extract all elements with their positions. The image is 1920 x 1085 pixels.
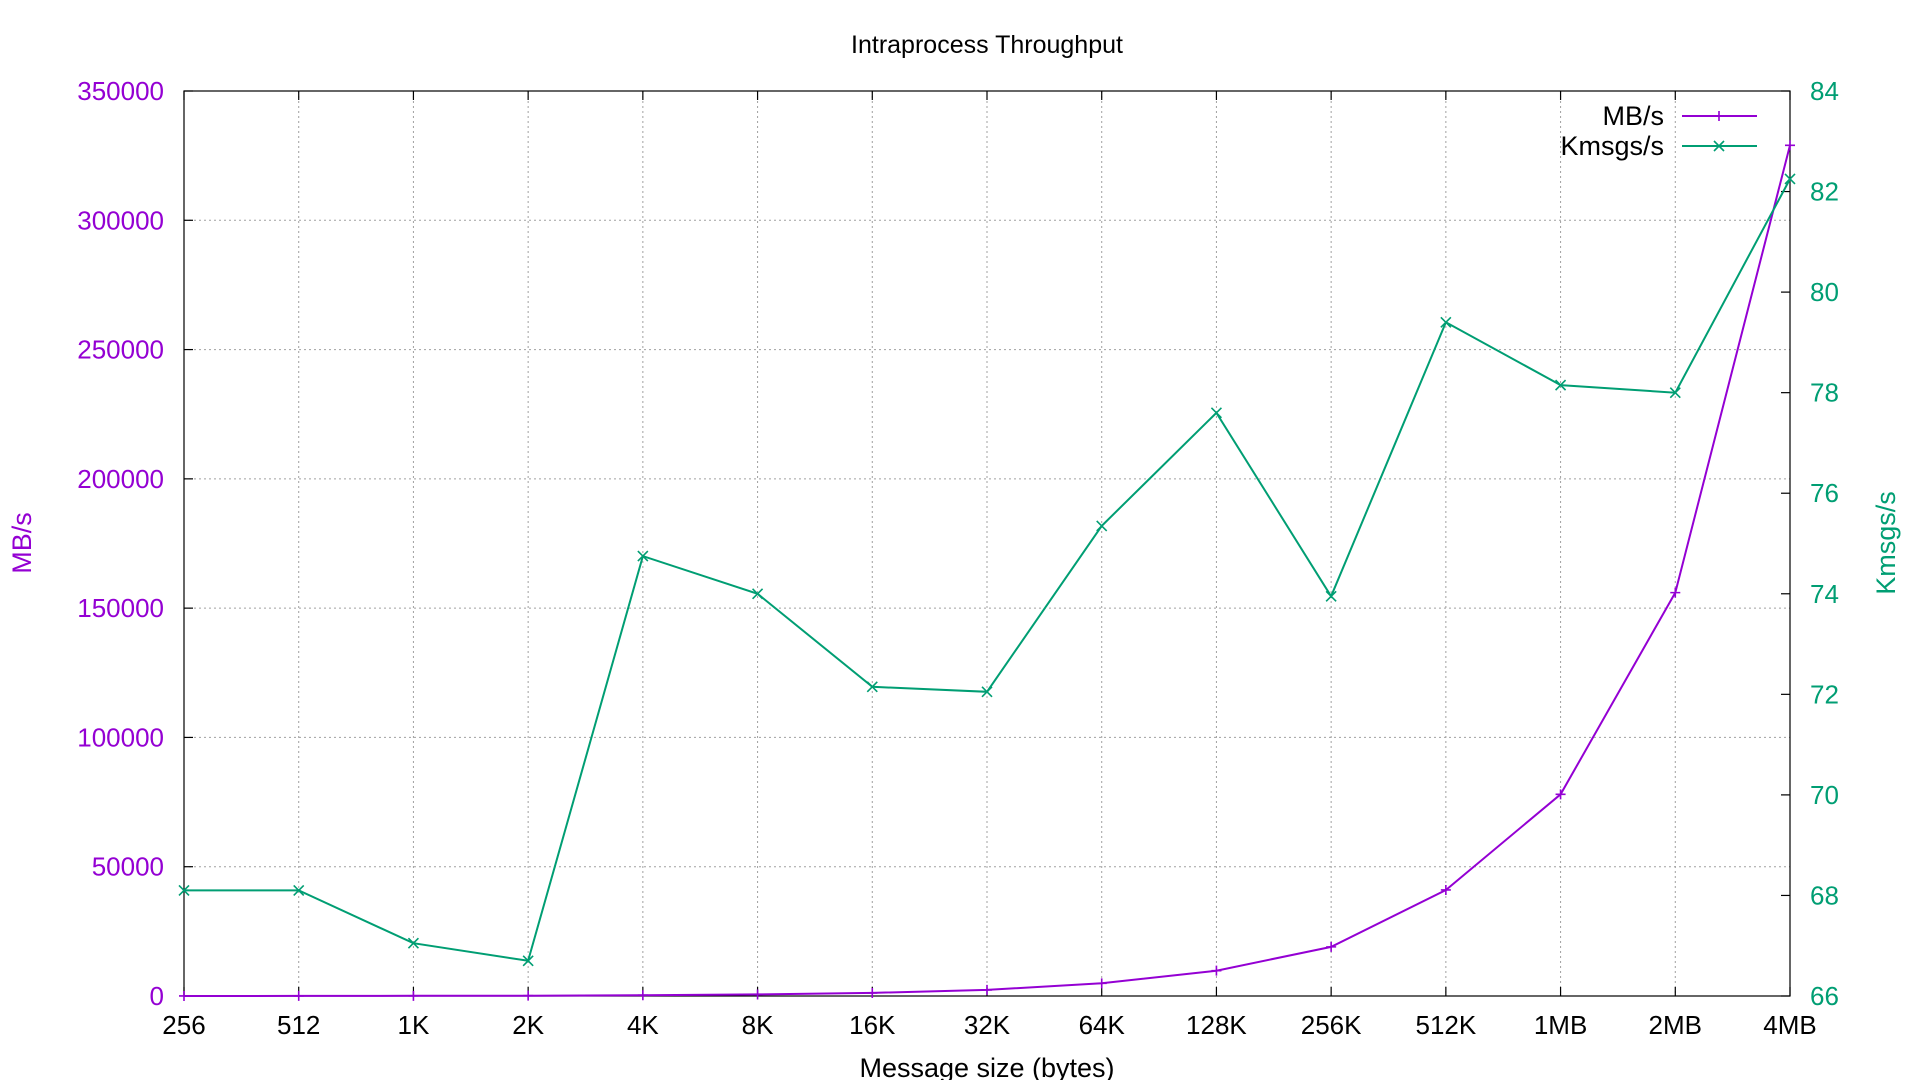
data-point-kmsgs (1784, 173, 1796, 185)
y2-tick-label: 70 (1810, 780, 1839, 810)
data-point-kmsgs (1210, 407, 1222, 419)
x-tick-label: 512 (277, 1010, 320, 1040)
data-point-mbps (1440, 884, 1451, 895)
y-axis-label: MB/s (7, 512, 37, 574)
x-tick-label: 8K (742, 1010, 774, 1040)
y2-axis-label: Kmsgs/s (1871, 491, 1901, 595)
y2-tick-label: 76 (1810, 478, 1839, 508)
data-point-mbps (179, 990, 189, 1001)
data-point-mbps (1555, 789, 1566, 800)
data-point-kmsgs (1096, 520, 1108, 532)
y2-tick-label: 68 (1810, 880, 1839, 910)
legend-label-mbps: MB/s (1602, 101, 1664, 131)
x-tick-label: 2MB (1649, 1010, 1702, 1040)
data-point-mbps (1211, 965, 1222, 976)
data-point-mbps (1785, 140, 1795, 151)
y-tick-label: 300000 (77, 205, 164, 235)
series-layer (178, 140, 1796, 1001)
y2-tick-label: 72 (1810, 679, 1839, 709)
x-tick-label: 2K (512, 1010, 544, 1040)
y-tick-label: 350000 (77, 76, 164, 106)
data-point-mbps (867, 987, 878, 998)
x-axis-label: Message size (bytes) (859, 1053, 1114, 1080)
y2-tick-label: 84 (1810, 76, 1839, 106)
label-layer: 256 512 1K 2K 4K 8K 16K 32K 64K 128K 256K 512K 1MB 2M… (77, 76, 1839, 1040)
data-point-kmsgs (637, 550, 649, 562)
data-point-kmsgs (1669, 387, 1681, 399)
data-point-kmsgs (293, 884, 305, 896)
x-tick-label: 256K (1301, 1010, 1362, 1040)
y-tick-label: 250000 (77, 335, 164, 365)
data-point-kmsgs (178, 884, 190, 896)
y-tick-label: 0 (150, 981, 164, 1011)
data-point-mbps (523, 990, 534, 1001)
data-point-mbps (982, 984, 992, 995)
data-point-mbps (408, 990, 419, 1001)
x-tick-label: 1MB (1534, 1010, 1587, 1040)
x-tick-label: 1K (398, 1010, 430, 1040)
data-point-kmsgs (522, 955, 534, 967)
data-point-mbps (1326, 941, 1337, 952)
data-point-mbps (637, 990, 648, 1001)
y2-tick-label: 80 (1810, 277, 1839, 307)
data-point-kmsgs (981, 686, 993, 698)
x-tick-label: 4K (627, 1010, 659, 1040)
x-tick-label: 4MB (1763, 1010, 1816, 1040)
data-point-kmsgs (1440, 316, 1452, 328)
chart-title: Intraprocess Throughput (851, 31, 1123, 59)
y-tick-label: 200000 (77, 464, 164, 494)
x-tick-label: 256 (162, 1010, 205, 1040)
data-point-kmsgs (407, 937, 419, 949)
x-tick-label: 32K (964, 1010, 1011, 1040)
x-tick-label: 128K (1186, 1010, 1247, 1040)
x-tick-label: 64K (1079, 1010, 1126, 1040)
y2-tick-label: 74 (1810, 579, 1839, 609)
grid-layer (184, 91, 1790, 996)
data-point-kmsgs (1555, 379, 1567, 391)
y-tick-label: 50000 (92, 852, 164, 882)
y-tick-label: 150000 (77, 593, 164, 623)
x-tick-label: 512K (1415, 1010, 1476, 1040)
data-point-mbps (293, 990, 304, 1001)
data-point-mbps (1096, 978, 1107, 989)
data-point-kmsgs (866, 681, 878, 693)
data-point-kmsgs (1325, 590, 1337, 602)
legend-marker-kmsgs (1713, 140, 1725, 152)
data-point-mbps (752, 989, 763, 1000)
y2-tick-label: 66 (1810, 981, 1839, 1011)
legend-label-kmsgs: Kmsgs/s (1560, 131, 1664, 161)
y2-tick-label: 78 (1810, 378, 1839, 408)
y-tick-label: 100000 (77, 722, 164, 752)
data-point-kmsgs (752, 588, 764, 600)
legend-marker-mbps (1714, 111, 1724, 121)
x-tick-label: 16K (849, 1010, 896, 1040)
y2-tick-label: 82 (1810, 177, 1839, 207)
data-point-mbps (1670, 587, 1681, 598)
